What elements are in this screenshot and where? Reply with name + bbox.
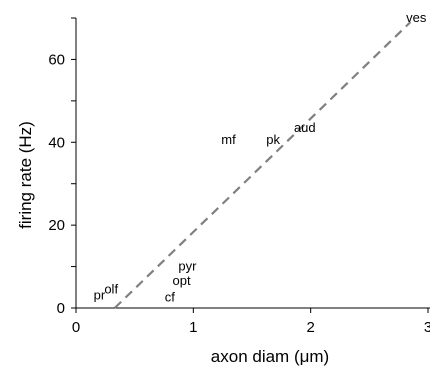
data-point-pr: pr	[94, 288, 106, 303]
x-ticks: 0 1 2 3	[72, 308, 430, 336]
x-tick-label: 2	[306, 319, 314, 336]
data-point-cf: cf	[165, 290, 176, 305]
y-axis-title: firing rate (Hz)	[16, 121, 35, 229]
data-point-pk: pk	[266, 132, 280, 147]
y-tick-label: 20	[48, 217, 65, 234]
y-ticks: 0 20 40 60	[48, 17, 76, 317]
x-axis: 0 1 2 3	[72, 307, 430, 336]
data-point-aud: aud	[294, 120, 316, 135]
x-tick-label: 0	[72, 319, 80, 336]
y-tick-label: 0	[57, 300, 65, 317]
data-point-olf: olf	[104, 281, 118, 296]
x-tick-label: 3	[424, 319, 430, 336]
x-axis-title: axon diam (μm)	[211, 347, 329, 366]
data-point-pyr: pyr	[178, 259, 197, 274]
trendline	[113, 21, 412, 309]
y-tick-label: 40	[48, 134, 65, 151]
x-tick-label: 1	[189, 319, 197, 336]
data-point-mf: mf	[221, 132, 236, 147]
y-axis: 0 20 40 60	[48, 17, 77, 317]
y-tick-label: 60	[48, 51, 65, 68]
data-point-opt: opt	[173, 273, 191, 288]
data-point-ves: ves	[406, 10, 427, 25]
